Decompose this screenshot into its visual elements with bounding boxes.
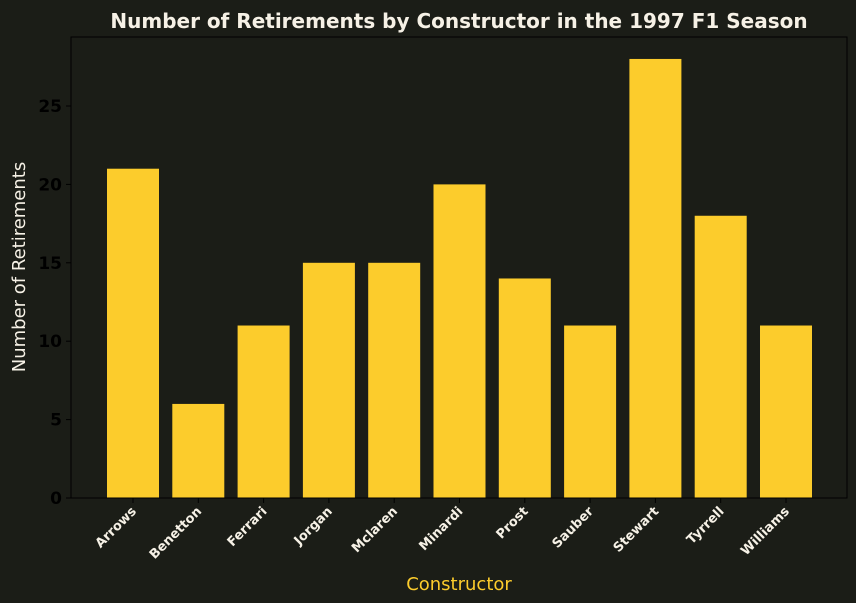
x-tick-label: Williams xyxy=(738,504,793,559)
bar-sauber xyxy=(564,325,617,498)
x-tick-label: Stewart xyxy=(611,504,662,555)
chart-title: Number of Retirements by Constructor in … xyxy=(110,9,807,33)
x-tick-label: Mclaren xyxy=(349,504,401,556)
bars-group xyxy=(107,58,812,498)
bar-jorgan xyxy=(302,262,355,498)
y-tick-label: 5 xyxy=(50,411,62,431)
x-ticks-group: Arrows Benetton Ferrari Jorgan Mclaren Minard… xyxy=(93,498,793,563)
bar-arrows xyxy=(107,168,159,498)
y-tick-label: 10 xyxy=(38,332,62,352)
bar-mclaren xyxy=(368,262,421,498)
plot-frame xyxy=(70,36,848,499)
x-tick-label: Ferrari xyxy=(225,504,271,550)
y-tick-label: 15 xyxy=(38,254,62,274)
bar-stewart xyxy=(629,58,682,498)
x-tick-label: Tyrrell xyxy=(684,504,727,547)
y-tick-label: 0 xyxy=(50,489,62,509)
x-tick-label: Minardi xyxy=(416,504,466,554)
bar-ferrari xyxy=(237,325,290,498)
x-tick-label: Benetton xyxy=(147,504,205,562)
bar-benetton xyxy=(172,403,225,498)
bar-prost xyxy=(498,278,551,498)
y-ticks-group: 0 5 10 15 20 25 xyxy=(38,97,71,509)
bar-tyrrell xyxy=(694,215,747,498)
y-axis-label: Number of Retirements xyxy=(9,162,30,372)
y-tick-label: 20 xyxy=(38,175,62,195)
bar-williams xyxy=(760,325,812,498)
x-tick-label: Sauber xyxy=(550,504,598,552)
y-tick-label: 25 xyxy=(38,97,62,117)
x-tick-label: Jorgan xyxy=(291,504,336,549)
x-axis-label: Constructor xyxy=(406,574,512,595)
bar-minardi xyxy=(433,184,486,498)
x-tick-label: Arrows xyxy=(93,504,140,551)
x-tick-label: Prost xyxy=(494,504,532,542)
